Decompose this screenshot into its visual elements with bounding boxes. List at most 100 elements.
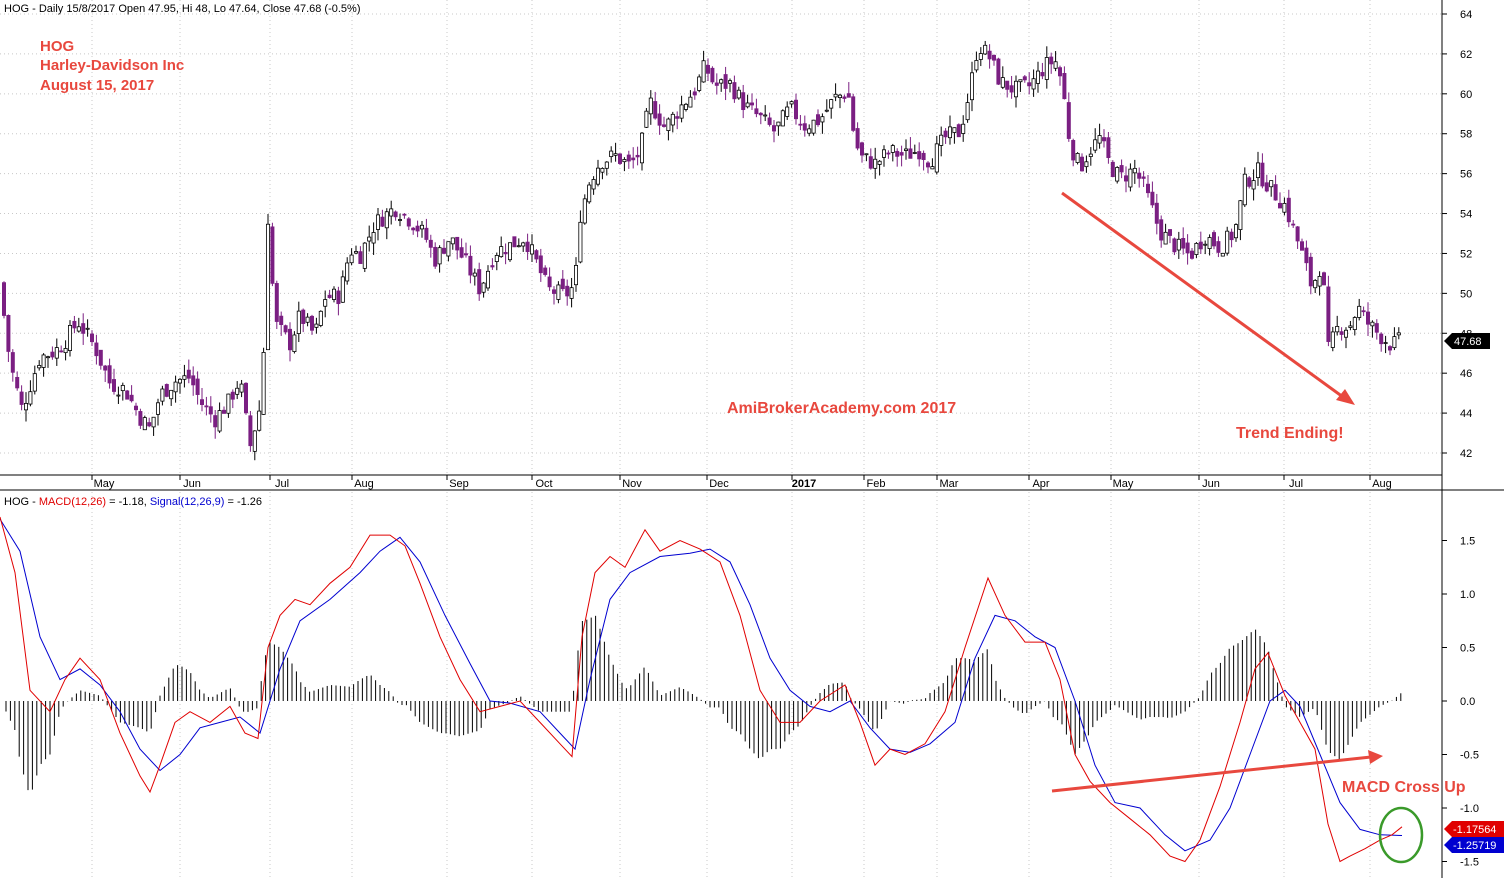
candle-down bbox=[358, 251, 363, 264]
candle-down bbox=[72, 320, 77, 329]
candle-up bbox=[728, 80, 733, 84]
candle-down bbox=[133, 405, 138, 411]
candle-up bbox=[516, 245, 521, 248]
candle-up bbox=[591, 179, 596, 190]
candle-down bbox=[1124, 175, 1129, 182]
candle-up bbox=[934, 143, 939, 173]
macd-y-tick-label: 1.0 bbox=[1460, 589, 1475, 601]
candle-up bbox=[1313, 280, 1318, 289]
candle-up bbox=[1383, 342, 1388, 344]
macd-y-tick-label: -0.5 bbox=[1460, 750, 1479, 762]
candle-up bbox=[472, 272, 477, 277]
candle-down bbox=[860, 142, 865, 156]
price-pane: 424446485052545658606264 MayJunJulAugSep… bbox=[0, 0, 1472, 490]
candle-up bbox=[556, 284, 561, 300]
price-x-tick-label: Oct bbox=[535, 478, 552, 490]
macd-histogram bbox=[5, 615, 1402, 791]
watermark-text: AmiBrokerAcademy.com 2017 bbox=[727, 400, 956, 417]
price-y-tick-label: 64 bbox=[1460, 9, 1472, 21]
candle-up bbox=[1093, 139, 1098, 151]
candle-up bbox=[485, 270, 490, 289]
candle-down bbox=[2, 282, 7, 316]
candle-down bbox=[1146, 183, 1151, 194]
candle-up bbox=[177, 378, 182, 384]
candle-up bbox=[1330, 331, 1335, 348]
candle-down bbox=[899, 152, 904, 156]
candle-up bbox=[978, 53, 983, 60]
candle-down bbox=[336, 290, 341, 305]
candle-up bbox=[375, 214, 380, 230]
candle-down bbox=[732, 82, 737, 100]
candle-up bbox=[345, 262, 350, 282]
candle-up bbox=[116, 394, 121, 397]
candle-up bbox=[904, 148, 909, 151]
candle-up bbox=[494, 255, 499, 262]
signal-last-badge: -1.25719 bbox=[1444, 837, 1504, 853]
candle-down bbox=[1071, 140, 1076, 161]
candle-down bbox=[543, 267, 548, 275]
candle-down bbox=[279, 315, 284, 325]
candle-down bbox=[534, 250, 539, 260]
candle-down bbox=[406, 218, 411, 227]
macd-header-signal-value: = -1.26 bbox=[224, 496, 262, 508]
candle-up bbox=[63, 348, 68, 354]
candle-down bbox=[1141, 176, 1146, 179]
candle-down bbox=[50, 351, 55, 358]
candle-up bbox=[46, 356, 51, 359]
candle-up bbox=[829, 99, 834, 109]
candle-down bbox=[477, 269, 482, 295]
trend-ending-arrow bbox=[1061, 191, 1355, 405]
candle-down bbox=[943, 130, 948, 138]
candle-up bbox=[1348, 325, 1353, 328]
candle-down bbox=[213, 415, 218, 428]
candle-up bbox=[1352, 317, 1357, 330]
candle-up bbox=[41, 354, 46, 368]
candle-up bbox=[257, 410, 262, 431]
price-x-tick-label: Aug bbox=[354, 478, 374, 490]
candle-down bbox=[692, 91, 697, 96]
candle-down bbox=[6, 315, 11, 352]
candle-up bbox=[160, 388, 165, 402]
candle-up bbox=[32, 373, 37, 392]
candle-down bbox=[129, 394, 134, 402]
candle-up bbox=[305, 316, 310, 323]
candle-up bbox=[1396, 332, 1401, 336]
candle-down bbox=[552, 289, 557, 294]
candle-up bbox=[701, 60, 706, 83]
candle-down bbox=[772, 125, 777, 132]
candle-up bbox=[1044, 57, 1049, 80]
candle-down bbox=[1181, 238, 1186, 249]
candle-down bbox=[455, 236, 460, 251]
candle-down bbox=[309, 315, 314, 331]
candle-down bbox=[1264, 182, 1269, 192]
candle-down bbox=[221, 409, 226, 414]
price-x-tick-label: May bbox=[94, 478, 115, 490]
candle-down bbox=[1172, 238, 1177, 253]
candle-down bbox=[107, 365, 112, 384]
candle-up bbox=[600, 168, 605, 173]
price-y-tick-label: 54 bbox=[1460, 209, 1472, 221]
candle-up bbox=[1234, 224, 1239, 239]
candle-down bbox=[1168, 229, 1173, 236]
candle-down bbox=[243, 382, 248, 414]
candle-down bbox=[424, 227, 429, 240]
price-x-tick-label: Aug bbox=[1372, 478, 1392, 490]
candle-down bbox=[433, 246, 438, 267]
candle-up bbox=[745, 102, 750, 108]
macd-y-tick-label: 1.5 bbox=[1460, 536, 1475, 548]
candle-up bbox=[142, 417, 147, 431]
candle-up bbox=[912, 152, 917, 154]
candle-down bbox=[560, 278, 565, 290]
candle-up bbox=[578, 221, 583, 263]
candle-down bbox=[798, 123, 803, 126]
candle-down bbox=[1062, 73, 1067, 100]
price-x-tick-label: Nov bbox=[622, 478, 642, 490]
candle-up bbox=[1392, 336, 1397, 349]
candle-down bbox=[706, 64, 711, 74]
macd-header: HOG - MACD(12,26) = -1.18, Signal(12,26,… bbox=[4, 496, 262, 508]
candle-down bbox=[90, 333, 95, 343]
candle-down bbox=[741, 92, 746, 111]
candle-up bbox=[613, 153, 618, 156]
candle-down bbox=[1159, 219, 1164, 241]
candle-down bbox=[463, 253, 468, 256]
